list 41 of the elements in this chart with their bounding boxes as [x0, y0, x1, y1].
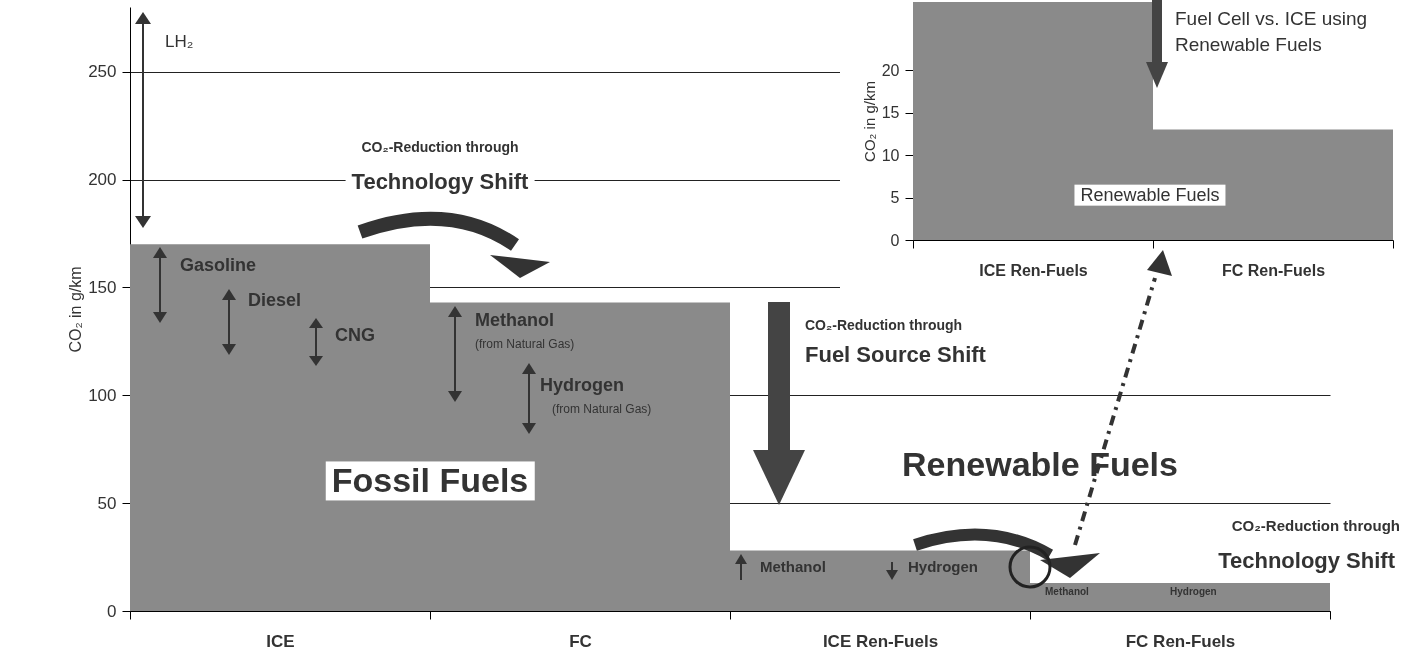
annotation: Technology Shift	[1218, 548, 1395, 574]
annotation: Hydrogen	[1170, 586, 1217, 598]
annotation: Renewable Fuels	[902, 445, 1178, 485]
y-tick-label: 0	[890, 231, 900, 249]
annotation: Hydrogen	[540, 374, 625, 396]
annotation: Methanol	[760, 558, 826, 576]
y-axis-title: CO₂ in g/km	[860, 81, 878, 162]
y-tick-label: 150	[88, 277, 117, 297]
annotation: (from Natural Gas)	[475, 337, 575, 352]
x-tick-label: FC Ren-Fuels	[1125, 631, 1236, 651]
annotation: CO₂-Reduction through	[361, 138, 519, 156]
annotation: Fuel Source Shift	[805, 342, 986, 368]
annotation: Methanol	[1045, 586, 1089, 598]
annotation: Diesel	[248, 289, 302, 311]
y-tick-label: 10	[881, 146, 900, 164]
annotation: CNG	[335, 324, 375, 346]
x-tick-label: ICE Ren-Fuels	[979, 261, 1088, 279]
annotation: Fossil Fuels	[325, 461, 535, 501]
y-tick-label: 250	[88, 62, 117, 82]
annotation: Methanol	[475, 309, 554, 331]
annotation: Fuel Cell vs. ICE using Renewable Fuels	[1175, 7, 1369, 57]
y-tick-label: 100	[88, 385, 117, 405]
annotation: Gasoline	[180, 254, 257, 276]
y-axis-title: CO₂ in g/km	[67, 266, 85, 353]
annotation: Renewable Fuels	[1074, 184, 1226, 206]
y-tick-label: 5	[890, 189, 900, 206]
y-tick-label: 50	[97, 493, 117, 513]
annotation: CO₂-Reduction through	[1231, 517, 1400, 535]
annotation: (from Natural Gas)	[552, 402, 652, 417]
x-tick-label: ICE Ren-Fuels	[822, 631, 939, 651]
y-tick-label: 200	[88, 170, 117, 190]
annotation: LH₂	[165, 32, 194, 52]
annotation: Technology Shift	[345, 169, 535, 195]
annotation: CO₂-Reduction through	[805, 316, 963, 334]
annotation: Hydrogen	[908, 558, 979, 576]
y-tick-label: 20	[881, 61, 900, 79]
y-tick-label: 0	[107, 601, 117, 621]
y-tick-label: 15	[881, 104, 900, 121]
x-tick-label: ICE	[266, 631, 295, 651]
x-tick-label: FC Ren-Fuels	[1221, 261, 1326, 279]
x-tick-label: FC	[569, 631, 592, 651]
